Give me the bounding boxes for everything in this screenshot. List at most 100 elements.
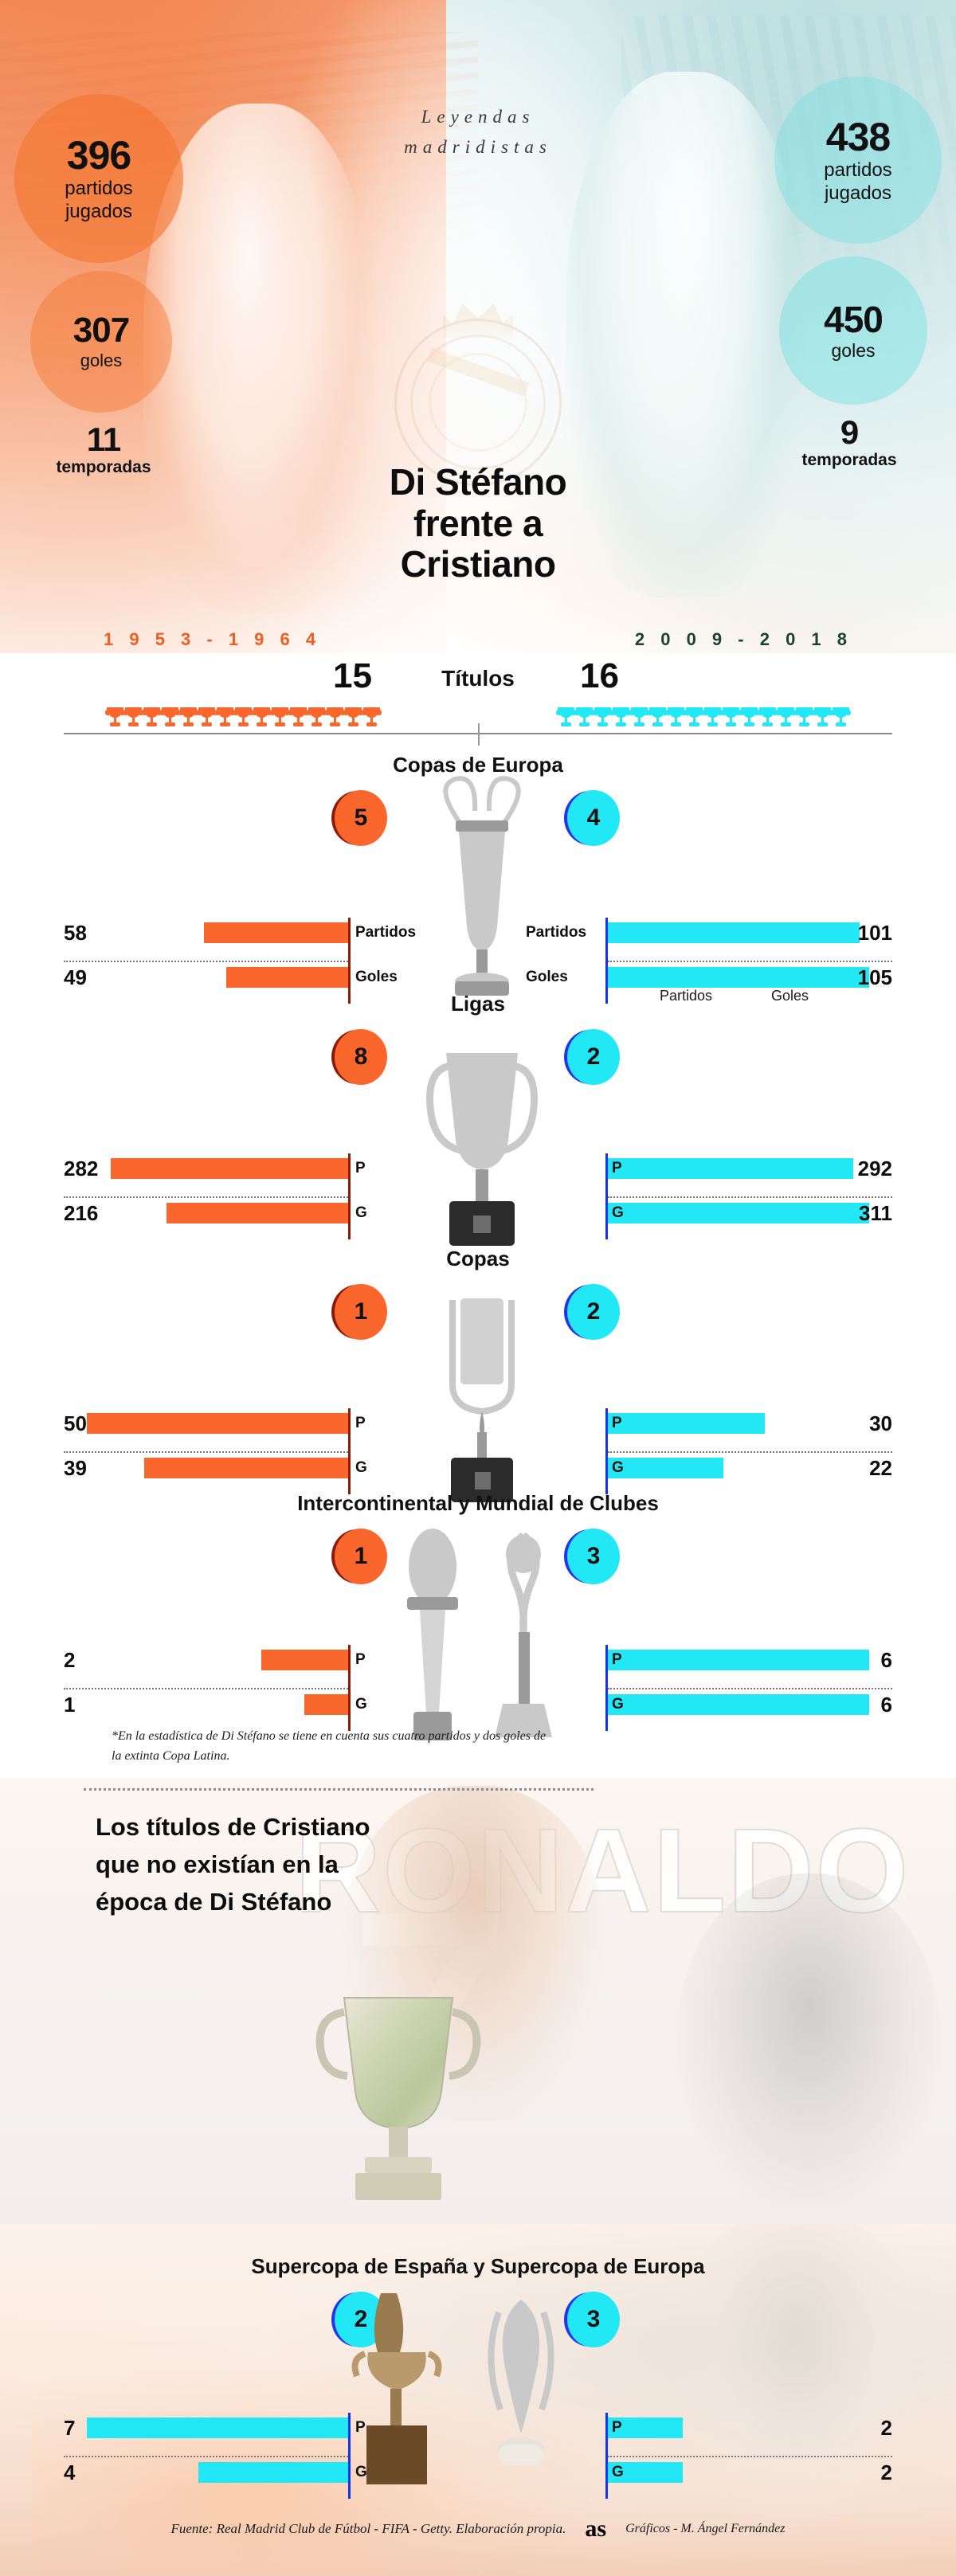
big-trophy-photo	[303, 1985, 494, 2216]
left-axis	[348, 1408, 351, 1494]
section-title-badges: 5 4	[0, 776, 956, 996]
trophy-icon	[556, 707, 576, 730]
years-right: 2 0 0 9 - 2 0 1 8	[634, 629, 852, 649]
right-bar-goles	[608, 1458, 723, 1478]
left-value-partidos: 2	[64, 1648, 76, 1672]
right-bar-partidos	[608, 922, 860, 943]
trophy-icon	[593, 707, 613, 730]
left-bar-partidos	[87, 1413, 348, 1434]
feature-section: RONALDO 7	[0, 1778, 956, 2224]
stat-right-matches-value: 438	[825, 114, 891, 159]
section-bars: P G P G 7 4 2 2	[0, 2413, 956, 2499]
bar-row	[608, 1413, 892, 1434]
stat-left-matches-label-2: jugados	[65, 201, 133, 222]
left-bar-goles	[144, 1458, 348, 1478]
section-right-title-count: 2	[567, 1284, 620, 1340]
cristiano-photo	[566, 72, 805, 597]
section-bars: P G P G 282 216 292 311	[0, 1153, 956, 1239]
left-bars	[64, 922, 348, 988]
bar-row	[608, 2462, 892, 2483]
right-value-goles: 311	[859, 1201, 892, 1225]
section-right-title-count: 3	[567, 2292, 620, 2347]
left-bars	[64, 2417, 348, 2483]
bar-row	[64, 967, 348, 988]
left-bars	[64, 1650, 348, 1715]
trophy-icon	[794, 707, 814, 730]
right-value-partidos: 101	[857, 921, 892, 945]
left-label-goles: G	[355, 1459, 367, 1476]
trophy-icon	[703, 707, 723, 730]
left-value-goles: 1	[64, 1693, 76, 1717]
right-bars	[608, 1413, 892, 1478]
left-bar-goles	[304, 1694, 348, 1715]
bar-row	[64, 922, 348, 943]
left-dotted-separator	[64, 1688, 348, 1689]
left-axis	[348, 1645, 351, 1731]
section-trophy-illustration	[414, 1276, 542, 1519]
stat-left-goals: 307 goles	[30, 271, 172, 413]
section-right-title-count: 3	[567, 1529, 620, 1584]
bar-row	[64, 1158, 348, 1179]
right-axis	[605, 1408, 608, 1494]
left-value-partidos: 282	[64, 1157, 99, 1180]
bar-row	[64, 1694, 348, 1715]
footnote: *En la estadística de Di Stéfano se tien…	[112, 1729, 547, 1763]
section-title: Supercopa de España y Supercopa de Europ…	[251, 2254, 705, 2278]
right-dotted-separator	[608, 1451, 892, 1453]
trophy-icon	[611, 707, 631, 730]
right-label-goles: G	[612, 1204, 624, 1221]
trophy-icon	[307, 707, 327, 730]
trophy-icon	[142, 707, 162, 730]
right-axis	[605, 2413, 608, 2499]
left-bar-partidos	[111, 1158, 348, 1179]
section-right-title-count: 4	[567, 790, 620, 846]
left-label-goles: G	[355, 1696, 367, 1713]
right-bar-goles	[608, 967, 869, 988]
trophy-icon	[776, 707, 796, 730]
right-bar-partidos	[608, 1158, 853, 1179]
stat-left-goals-value: 307	[72, 311, 130, 350]
right-value-goles: 105	[857, 965, 892, 989]
bar-row	[608, 922, 892, 943]
section-title-badges: 8 2	[0, 1029, 956, 1246]
hero-section: Leyendas madridistas 396 partidos jugado…	[0, 0, 956, 653]
section-title: Ligas	[451, 992, 505, 1016]
titles-label: Títulos	[441, 666, 515, 691]
right-label-partidos: P	[612, 1160, 622, 1176]
right-bars	[608, 1158, 892, 1223]
left-bar-partidos	[204, 922, 348, 943]
stat-left-matches: 396 partidos jugados	[14, 94, 183, 263]
trophy-icon	[831, 707, 851, 730]
bar-row	[64, 2462, 348, 2483]
left-label-goles: Goles	[355, 969, 398, 985]
right-label-goles: G	[612, 1696, 624, 1713]
stat-right-goals-value: 450	[824, 298, 884, 340]
stat-right-seasons-value: 9	[840, 413, 859, 452]
chart-section: Copas de Europa 5 4	[0, 753, 956, 1004]
right-bar-partidos	[608, 2417, 683, 2438]
left-label-partidos: P	[355, 1651, 366, 1668]
titles-left-total: 15	[333, 656, 372, 695]
trophy-icon	[813, 707, 833, 730]
section-title: Copas	[446, 1247, 510, 1270]
right-axis	[605, 918, 608, 1004]
trophy-icon	[233, 707, 253, 730]
trophy-icon	[648, 707, 668, 730]
legend-partidos: Partidos	[660, 988, 713, 1004]
center-tick	[478, 723, 480, 746]
bar-row	[608, 1158, 892, 1179]
right-value-partidos: 30	[869, 1411, 892, 1435]
left-dotted-separator	[64, 1451, 348, 1453]
hero-kicker-line1: Leyendas	[421, 107, 535, 127]
section-title-badges: 1 2	[0, 1284, 956, 1502]
bar-row	[64, 1650, 348, 1670]
right-dotted-separator	[608, 961, 892, 962]
stat-left-seasons: 11 temporadas	[40, 406, 167, 494]
left-value-goles: 49	[64, 965, 87, 989]
right-bar-partidos	[608, 1413, 765, 1434]
stat-right-seasons: 9 temporadas	[784, 398, 915, 487]
trophy-icon	[178, 707, 198, 730]
footer-credit: Gráficos - M. Ángel Fernández	[625, 2522, 786, 2535]
trophy-icon	[270, 707, 290, 730]
page-title-line1: Di Stéfano	[389, 461, 567, 503]
